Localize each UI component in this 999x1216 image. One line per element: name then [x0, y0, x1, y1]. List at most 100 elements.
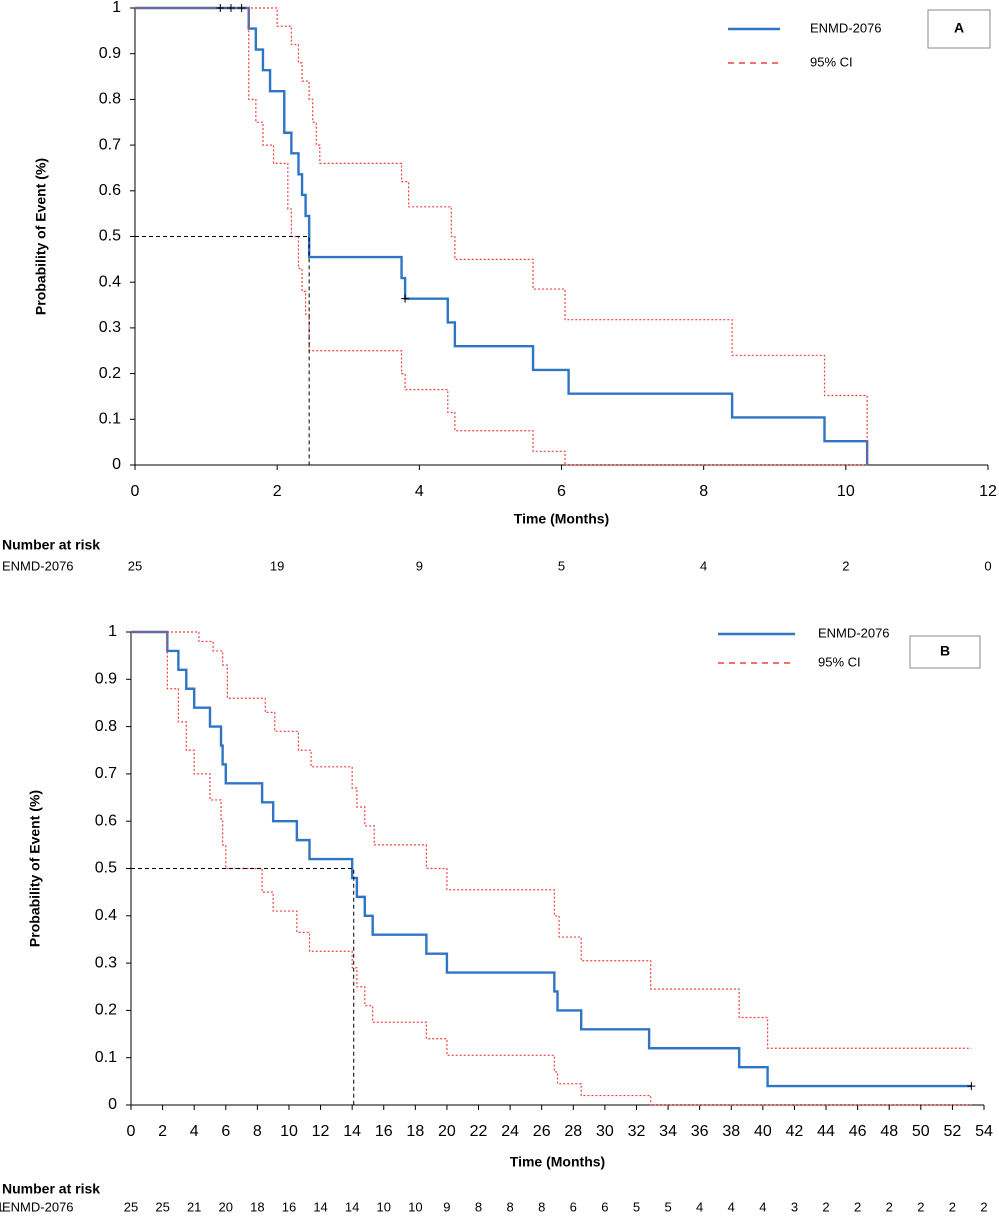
risk-count: 0 [984, 558, 991, 573]
risk-count: 21 [187, 1199, 201, 1214]
risk-count: 4 [700, 558, 707, 573]
risk-row-label: ENMD-2076 [2, 1199, 74, 1214]
risk-count: 14 [313, 1199, 327, 1214]
risk-count: 20 [219, 1199, 233, 1214]
risk-count: 2 [980, 1199, 987, 1214]
risk-title: Number at risk [2, 537, 100, 553]
y-tick-label: 0.4 [95, 907, 117, 924]
y-axis-label: Probability of Event (%) [27, 790, 43, 947]
x-tick-label: 12 [979, 483, 997, 500]
x-tick-label: 10 [837, 483, 855, 500]
x-tick-label: 2 [158, 1123, 167, 1140]
x-tick-label: 50 [912, 1123, 930, 1140]
risk-row-label: ENMD-2076 [2, 558, 74, 573]
panel: 00.10.20.30.40.50.60.70.80.910 2 4 6 8 10 12 14… [0, 623, 993, 1214]
x-tick-label: 6 [557, 483, 566, 500]
risk-count: 25 [128, 558, 142, 573]
x-tick-label: 22 [470, 1123, 488, 1140]
x-tick-label: 16 [375, 1123, 393, 1140]
x-tick-label: 38 [722, 1123, 740, 1140]
x-tick-label: 4 [415, 483, 424, 500]
censor-mark [237, 4, 246, 12]
y-tick-label: 0 [108, 1096, 117, 1113]
risk-count: 4 [759, 1199, 766, 1214]
censor-mark [401, 294, 410, 303]
risk-count: 6 [570, 1199, 577, 1214]
x-tick-label: 30 [596, 1123, 614, 1140]
x-tick-label: 20 [438, 1123, 456, 1140]
x-tick-label: 52 [944, 1123, 962, 1140]
x-tick-label: 10 [280, 1123, 298, 1140]
risk-count: 5 [558, 558, 565, 573]
ci-line [135, 7, 868, 465]
median-line [131, 868, 355, 1105]
y-tick-label: 0.3 [99, 319, 121, 336]
legend-label: 95% CI [810, 54, 853, 69]
risk-count: 16 [282, 1199, 296, 1214]
risk-count: 14 [345, 1199, 359, 1214]
risk-count: 8 [538, 1199, 545, 1214]
risk-count: 25 [155, 1199, 169, 1214]
x-tick-label: 6 [221, 1123, 230, 1140]
y-tick-label: 0.6 [99, 182, 121, 199]
panel-label-box [909, 635, 981, 669]
y-tick-label: 0.2 [99, 365, 121, 382]
x-tick-label: 42 [786, 1123, 804, 1140]
survival-line [131, 630, 972, 1088]
y-tick-label: 0.6 [95, 812, 117, 829]
risk-count: 2 [886, 1199, 893, 1214]
legend-label: 95% CI [818, 654, 861, 669]
ci-line [135, 7, 868, 466]
risk-count: 25 [124, 1199, 138, 1214]
y-tick-label: 0.5 [95, 860, 117, 877]
survival-line [135, 6, 869, 465]
risk-count: 6 [601, 1199, 608, 1214]
y-tick-label: 0.3 [95, 954, 117, 971]
risk-title: Number at risk [2, 1181, 100, 1197]
y-axis-label: Probability of Event (%) [33, 158, 49, 315]
censor-mark [226, 4, 235, 12]
y-tick-label: 0.1 [95, 1049, 117, 1066]
x-tick-label: 24 [501, 1123, 519, 1140]
risk-count: 4 [696, 1199, 703, 1214]
panel-label: A [954, 20, 964, 36]
x-tick-label: 8 [699, 483, 708, 500]
y-tick-label: 0.5 [99, 228, 121, 245]
y-tick-label: 0.9 [99, 45, 121, 62]
y-tick-label: 0.8 [95, 718, 117, 735]
x-tick-label: 0 [131, 483, 140, 500]
risk-count: 9 [443, 1199, 450, 1214]
risk-count: 2 [917, 1199, 924, 1214]
ci-line [131, 631, 972, 1106]
censor-mark [967, 1082, 976, 1091]
risk-count: 10 [377, 1199, 391, 1214]
risk-count: 5 [633, 1199, 640, 1214]
panel: 00.10.20.30.40.50.60.70.80.910 2 4 6 8 10 12Ti… [2, 0, 997, 573]
censor-mark [216, 4, 225, 12]
y-tick-label: 0.9 [95, 671, 117, 688]
risk-count: 1 [0, 1199, 4, 1214]
risk-count: 18 [250, 1199, 264, 1214]
x-tick-label: 4 [190, 1123, 199, 1140]
risk-count: 8 [475, 1199, 482, 1214]
risk-count: 2 [854, 1199, 861, 1214]
risk-count: 2 [842, 558, 849, 573]
risk-count: 10 [408, 1199, 422, 1214]
x-tick-label: 54 [975, 1123, 993, 1140]
x-tick-label: 14 [343, 1123, 361, 1140]
x-tick-label: 46 [849, 1123, 867, 1140]
x-tick-label: 2 [273, 483, 282, 500]
x-tick-label: 48 [880, 1123, 898, 1140]
y-tick-label: 0 [112, 456, 121, 473]
y-tick-label: 0.7 [99, 136, 121, 153]
risk-count: 4 [728, 1199, 735, 1214]
risk-count: 8 [506, 1199, 513, 1214]
risk-count: 2 [949, 1199, 956, 1214]
x-tick-label: 36 [691, 1123, 709, 1140]
x-tick-label: 32 [628, 1123, 646, 1140]
x-tick-label: 28 [564, 1123, 582, 1140]
x-tick-label: 12 [312, 1123, 330, 1140]
median-line [135, 236, 310, 465]
y-tick-label: 0.1 [99, 411, 121, 428]
legend-label: ENMD-2076 [810, 20, 882, 35]
